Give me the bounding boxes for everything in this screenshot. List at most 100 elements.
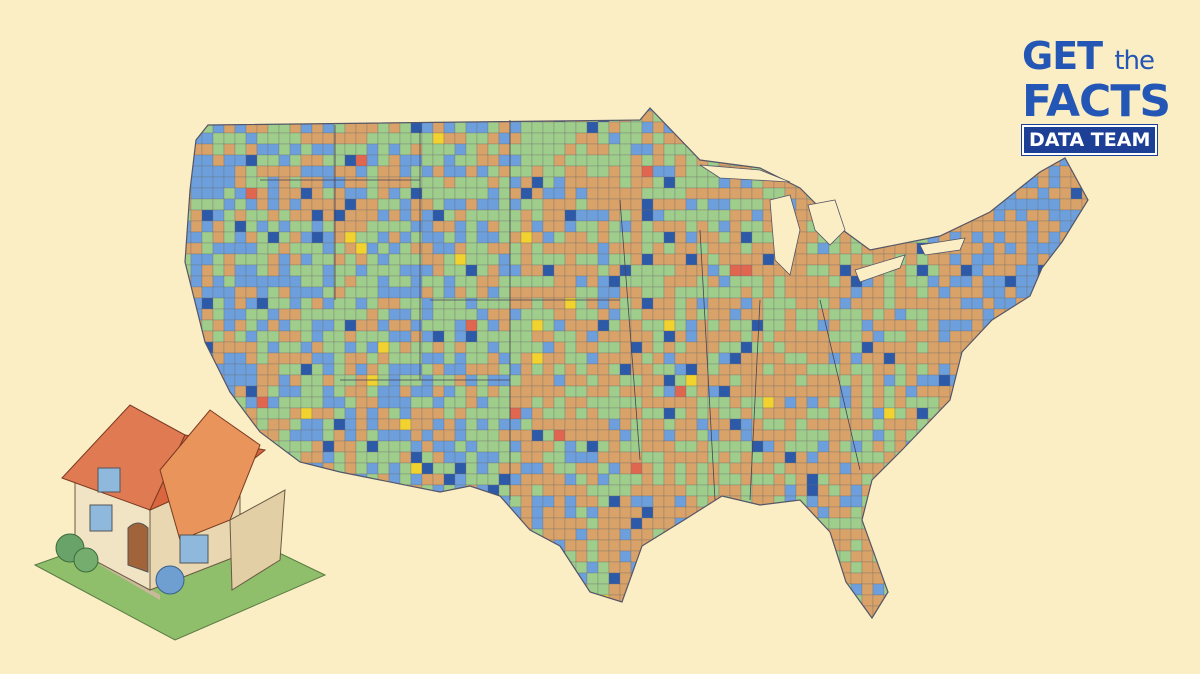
county-cell [1081, 539, 1088, 552]
county-cell [861, 176, 874, 189]
county-cell [916, 374, 929, 387]
county-cell [267, 319, 280, 332]
county-cell [938, 275, 951, 288]
county-cell [971, 583, 984, 596]
county-cell [399, 319, 412, 332]
county-cell [542, 165, 555, 178]
county-cell [839, 605, 852, 618]
county-cell [685, 198, 698, 211]
county-cell [839, 550, 852, 563]
county-cell [751, 220, 764, 233]
county-cell [1081, 165, 1088, 178]
county-cell [1070, 264, 1083, 277]
county-cell [454, 440, 467, 453]
county-cell [586, 605, 599, 618]
county-cell [960, 484, 973, 497]
county-cell [366, 495, 379, 508]
county-cell [729, 319, 742, 332]
county-cell [993, 121, 1006, 134]
county-cell [762, 330, 775, 343]
county-cell [938, 561, 951, 574]
county-cell [993, 561, 1006, 574]
county-cell [1070, 583, 1083, 596]
county-cell [663, 275, 676, 288]
county-cell [993, 517, 1006, 530]
county-cell [223, 143, 236, 156]
county-cell [564, 418, 577, 431]
county-cell [245, 407, 258, 420]
county-cell [410, 616, 423, 618]
county-cell [333, 539, 346, 552]
county-cell [817, 154, 830, 167]
county-cell [927, 385, 940, 398]
county-cell [476, 605, 489, 618]
county-cell [443, 341, 456, 354]
county-cell [509, 264, 522, 277]
county-cell [355, 594, 368, 607]
county-cell [410, 572, 423, 585]
county-cell [707, 264, 720, 277]
county-cell [718, 473, 731, 486]
county-cell [190, 242, 203, 255]
county-cell [795, 286, 808, 299]
county-cell [1093, 507, 1104, 518]
county-cell [927, 264, 940, 277]
county-cell [553, 253, 566, 266]
county-cell [278, 297, 291, 310]
county-cell [850, 319, 863, 332]
county-cell [322, 407, 335, 420]
county-cell [300, 374, 313, 387]
county-cell [707, 220, 720, 233]
county-cell [938, 594, 951, 607]
county-cell [531, 550, 544, 563]
county-cell [916, 440, 929, 453]
county-cell [905, 539, 918, 552]
county-cell [531, 110, 544, 123]
county-cell [234, 264, 247, 277]
county-cell [960, 572, 973, 585]
county-cell [432, 209, 445, 222]
county-cell [663, 440, 676, 453]
county-cell [751, 275, 764, 288]
county-cell [861, 363, 874, 376]
county-cell [641, 341, 654, 354]
county-cell [971, 352, 984, 365]
county-cell [707, 110, 720, 123]
county-cell [487, 385, 500, 398]
county-cell [740, 451, 753, 464]
county-cell [333, 110, 346, 123]
county-cell [1059, 308, 1072, 321]
county-cell [443, 330, 456, 343]
county-cell [355, 440, 368, 453]
county-cell [707, 297, 720, 310]
county-cell [421, 451, 434, 464]
county-cell [234, 143, 247, 156]
county-cell [1037, 385, 1050, 398]
county-cell [872, 297, 885, 310]
county-cell [377, 396, 390, 409]
county-cell [487, 121, 500, 134]
county-cell [993, 143, 1006, 156]
county-cell [388, 561, 401, 574]
county-cell [234, 341, 247, 354]
county-cell [520, 506, 533, 519]
county-cell [619, 297, 632, 310]
county-cell [796, 628, 807, 639]
county-cell [443, 385, 456, 398]
county-cell [938, 176, 951, 189]
county-cell [707, 330, 720, 343]
county-cell [465, 341, 478, 354]
county-cell [730, 628, 741, 639]
county-cell [278, 264, 291, 277]
county-cell [421, 517, 434, 530]
county-cell [498, 275, 511, 288]
county-cell [982, 495, 995, 508]
county-cell [322, 198, 335, 211]
county-cell [817, 121, 830, 134]
county-cell [1081, 396, 1088, 409]
county-cell [542, 308, 555, 321]
county-cell [597, 165, 610, 178]
county-cell [1004, 396, 1017, 409]
county-cell [707, 108, 720, 112]
county-cell [202, 628, 213, 639]
